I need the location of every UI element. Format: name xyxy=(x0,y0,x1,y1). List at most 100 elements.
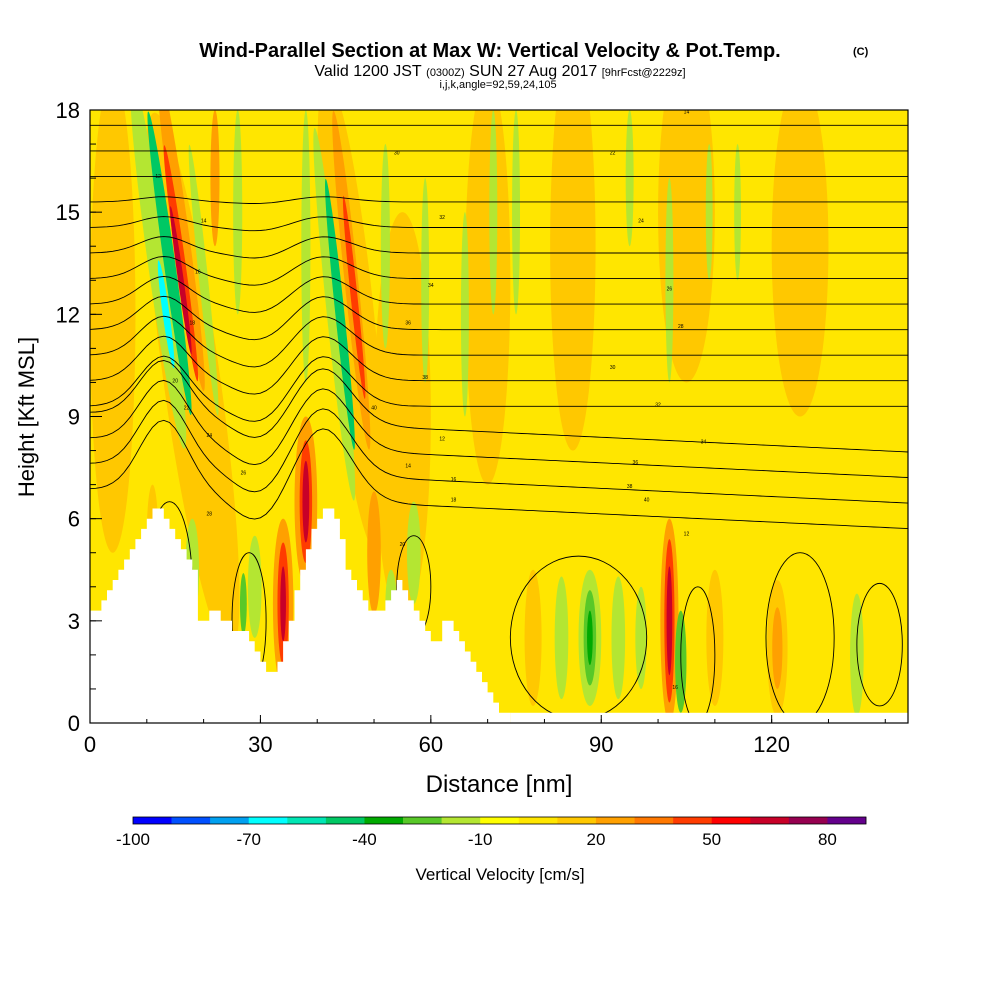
velocity-cell xyxy=(313,128,356,501)
colorbar-swatch xyxy=(325,817,365,824)
contour-label: 12 xyxy=(155,174,161,180)
velocity-cell xyxy=(706,569,724,706)
velocity-cell xyxy=(810,603,824,706)
y-tick-label: 15 xyxy=(56,200,80,225)
contour-label: 34 xyxy=(428,283,434,289)
velocity-cell xyxy=(367,491,381,615)
isentrope-line xyxy=(90,379,908,478)
x-tick-label: 90 xyxy=(589,732,613,757)
y-tick-label: 0 xyxy=(68,711,80,736)
velocity-cell xyxy=(554,576,569,700)
terrain-mask xyxy=(90,508,908,723)
velocity-cell xyxy=(380,144,390,349)
contour-label: 20 xyxy=(172,378,178,384)
subtitle-fcst: [9hrFcst@2229z] xyxy=(602,67,686,79)
contour-label: 38 xyxy=(422,375,428,381)
contour-label: 28 xyxy=(207,511,213,517)
velocity-cell xyxy=(772,607,783,689)
velocity-cell xyxy=(587,610,593,666)
colorbar-tick-label: -70 xyxy=(236,830,261,849)
y-axis-label: Height [Kft MSL] xyxy=(14,337,39,497)
colorbar-swatch xyxy=(441,817,481,824)
velocity-cell xyxy=(247,535,262,638)
velocity-cell xyxy=(147,111,192,416)
colorbar-tick-label: 20 xyxy=(586,830,605,849)
isentrope-line xyxy=(90,256,908,286)
velocity-cell xyxy=(325,178,355,450)
contour-label: 18 xyxy=(451,498,457,504)
isentrope-line xyxy=(90,315,908,368)
velocity-cell xyxy=(233,110,243,315)
velocity-cell xyxy=(665,178,674,383)
colorbar-tick-label: 80 xyxy=(818,830,837,849)
x-tick-label: 30 xyxy=(248,732,272,757)
isentrope-line xyxy=(90,399,908,504)
velocity-cell xyxy=(302,460,310,543)
isentrope-line xyxy=(856,582,903,707)
x-tick-label: 60 xyxy=(419,732,443,757)
contour-label: 32 xyxy=(439,215,445,221)
velocity-cell xyxy=(611,576,626,700)
isentrope-line xyxy=(90,360,908,453)
velocity-cell xyxy=(156,110,205,392)
velocity-cell xyxy=(625,110,634,247)
colorbar-tick-label: 50 xyxy=(702,830,721,849)
x-axis-label: Distance [nm] xyxy=(426,771,573,798)
colorbar-swatch xyxy=(827,817,867,824)
vertical-velocity-field xyxy=(90,110,864,723)
contour-label: 32 xyxy=(655,402,661,408)
contour-label: 20 xyxy=(400,542,406,548)
colorbar-swatch xyxy=(133,817,172,824)
velocity-cell xyxy=(635,586,647,689)
contour-label: 18 xyxy=(189,321,195,327)
colorbar-swatch xyxy=(210,817,250,824)
velocity-cell xyxy=(188,144,219,416)
contour-label: 26 xyxy=(241,470,247,476)
colorbar-swatch xyxy=(171,817,211,824)
contour-label: 14 xyxy=(405,464,411,470)
isentrope-line xyxy=(90,419,908,530)
contour-label: 30 xyxy=(394,150,400,156)
velocity-cell xyxy=(666,566,673,676)
x-tick-label: 120 xyxy=(753,732,790,757)
contour-label: 24 xyxy=(207,433,213,439)
velocity-cell xyxy=(280,566,286,642)
colorbar-swatch xyxy=(634,817,674,824)
velocity-cell xyxy=(239,573,247,635)
colorbar-tick-label: -100 xyxy=(116,830,150,849)
contour-labels: 12 14 16 18 20 22 24 26 28 30 32 34 36 38 40 12 14 16 18 20… xyxy=(155,109,707,691)
contour-label: 24 xyxy=(638,218,644,224)
colorbar-swatch xyxy=(248,817,288,824)
contour-label: 16 xyxy=(672,685,678,691)
x-tick-label: 0 xyxy=(84,732,96,757)
contour-label: 14 xyxy=(684,109,690,115)
contour-label: 34 xyxy=(701,440,707,446)
y-tick-label: 12 xyxy=(56,302,80,327)
chart-subtitle: Valid 1200 JST (0300Z) SUN 27 Aug 2017 [… xyxy=(314,63,685,80)
colorbar-swatch xyxy=(788,817,828,824)
velocity-cell xyxy=(421,178,430,383)
velocity-cell xyxy=(524,569,542,706)
velocity-cell xyxy=(157,260,175,369)
velocity-cell xyxy=(342,195,366,399)
contour-label: 12 xyxy=(439,436,445,442)
colorbar: -100 -70 -40 -10 20 50 80 xyxy=(116,816,867,849)
contour-label: 36 xyxy=(633,460,639,466)
velocity-cell xyxy=(512,110,521,315)
velocity-cell xyxy=(406,501,421,604)
isentrope-line xyxy=(90,236,908,259)
colorbar-label: Vertical Velocity [cm/s] xyxy=(415,865,584,884)
contour-label: 26 xyxy=(667,286,673,292)
chart-title-mark: (C) xyxy=(853,46,869,58)
contour-label: 30 xyxy=(610,365,616,371)
colorbar-frame xyxy=(132,816,867,825)
subtitle-utc: (0300Z) xyxy=(426,67,465,79)
isentrope-line xyxy=(90,355,908,422)
colorbar-swatch xyxy=(711,817,751,824)
contour-label: 16 xyxy=(451,477,457,483)
velocity-cell xyxy=(464,110,511,485)
velocity-cell xyxy=(705,144,713,281)
contour-label: 38 xyxy=(627,484,633,490)
velocity-cell xyxy=(460,212,469,417)
